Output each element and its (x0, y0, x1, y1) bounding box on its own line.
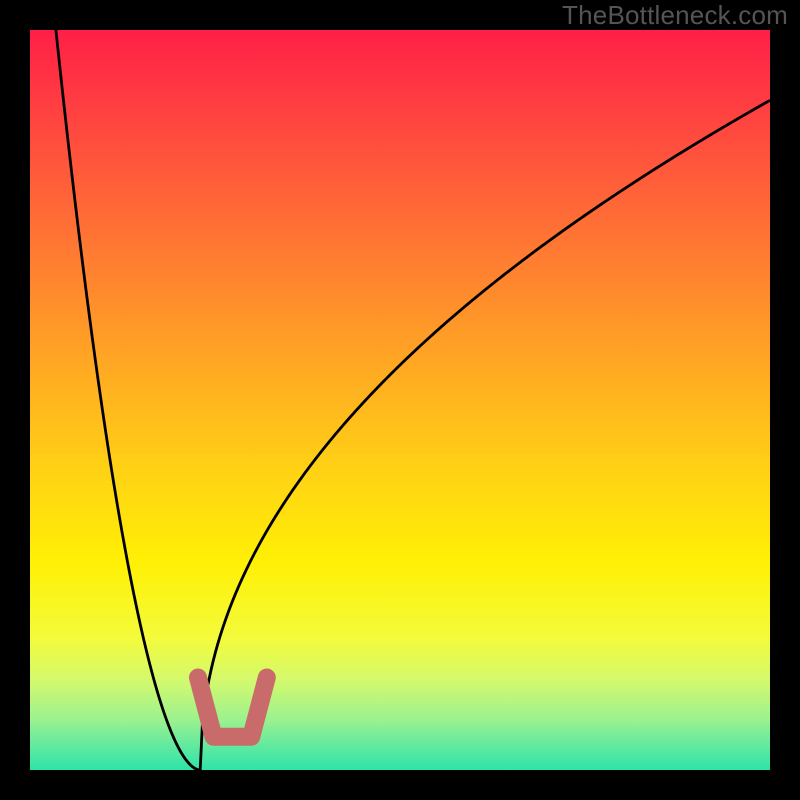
chart-canvas (0, 0, 800, 800)
plot-background (30, 30, 770, 770)
stage: TheBottleneck.com (0, 0, 800, 800)
watermark-text: TheBottleneck.com (562, 0, 788, 31)
